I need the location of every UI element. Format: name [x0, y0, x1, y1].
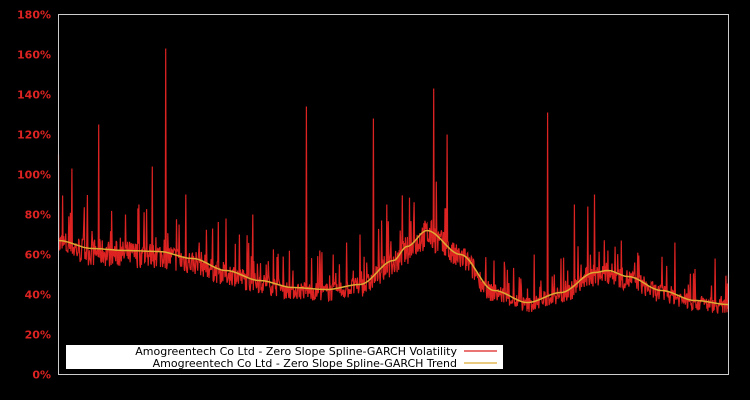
legend-label-volatility: Amogreentech Co Ltd - Zero Slope Spline-… — [135, 345, 457, 358]
plot-area — [57, 48, 730, 314]
y-axis: 0% 20% 40% 60% 80% 100% 120% 140% 160% 180% — [17, 9, 51, 382]
volatility-line — [57, 48, 730, 314]
y-tick-label: 20% — [25, 329, 51, 342]
y-tick-label: 60% — [25, 249, 51, 262]
y-tick-label: 120% — [17, 129, 51, 142]
y-tick-label: 160% — [17, 49, 51, 62]
trend-line — [58, 229, 729, 306]
y-tick-label: 80% — [25, 209, 51, 222]
y-tick-label: 180% — [17, 9, 51, 22]
legend-label-trend: Amogreentech Co Ltd - Zero Slope Spline-… — [153, 357, 457, 370]
y-tick-label: 0% — [32, 369, 51, 382]
legend: Amogreentech Co Ltd - Zero Slope Spline-… — [66, 345, 503, 370]
axis-frame — [58, 14, 729, 375]
y-tick-label: 40% — [25, 289, 51, 302]
legend-box — [66, 345, 503, 369]
y-tick-label: 100% — [17, 169, 51, 182]
y-tick-label: 140% — [17, 89, 51, 102]
